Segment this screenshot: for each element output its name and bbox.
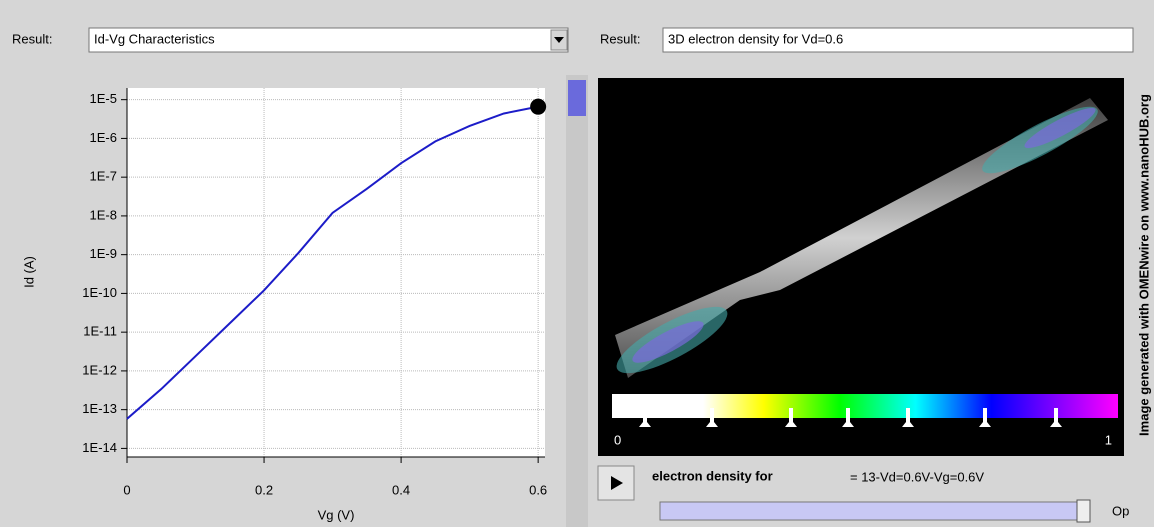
y-tick-label: 1E-6	[90, 130, 117, 145]
x-tick-label: 0.6	[529, 482, 547, 497]
y-tick-label: 1E-12	[82, 362, 117, 377]
y-tick-label: 1E-10	[82, 285, 117, 300]
result-label: Result:	[12, 31, 52, 46]
colorbar-min: 0	[614, 432, 621, 447]
x-axis-label: Vg (V)	[318, 507, 355, 522]
y-tick-label: 1E-5	[90, 91, 117, 106]
divider[interactable]	[566, 75, 588, 527]
y-tick-label: 1E-9	[90, 246, 117, 261]
y-tick-label: 1E-13	[82, 401, 117, 416]
plot-area	[127, 88, 545, 457]
y-tick-label: 1E-8	[90, 207, 117, 222]
x-tick-label: 0	[123, 482, 130, 497]
slider-track[interactable]	[660, 502, 1090, 520]
colorbar-max: 1	[1105, 432, 1112, 447]
result-label: Result:	[600, 31, 640, 46]
frame-label: = 13-Vd=0.6V-Vg=0.6V	[850, 469, 984, 484]
current-point	[530, 99, 546, 115]
colorbar	[612, 394, 1118, 418]
x-tick-label: 0.4	[392, 482, 410, 497]
y-tick-label: 1E-11	[83, 324, 117, 339]
caption: electron density for	[652, 468, 773, 483]
y-tick-label: 1E-7	[90, 169, 117, 184]
slider-thumb[interactable]	[1077, 500, 1090, 522]
page: Result: Id-Vg Characteristics 1E-14 1E-13…	[0, 0, 1154, 527]
dropdown-value: Id-Vg Characteristics	[94, 31, 215, 46]
y-tick-label: 1E-14	[82, 440, 117, 455]
dropdown-value: 3D electron density for Vd=0.6	[668, 31, 843, 46]
watermark: Image generated with OMENwire on www.nan…	[1136, 94, 1151, 436]
x-tick-label: 0.2	[255, 482, 273, 497]
slider-label: Op	[1112, 503, 1129, 518]
divider-tab	[568, 80, 586, 116]
y-axis-label: Id (A)	[21, 256, 36, 288]
